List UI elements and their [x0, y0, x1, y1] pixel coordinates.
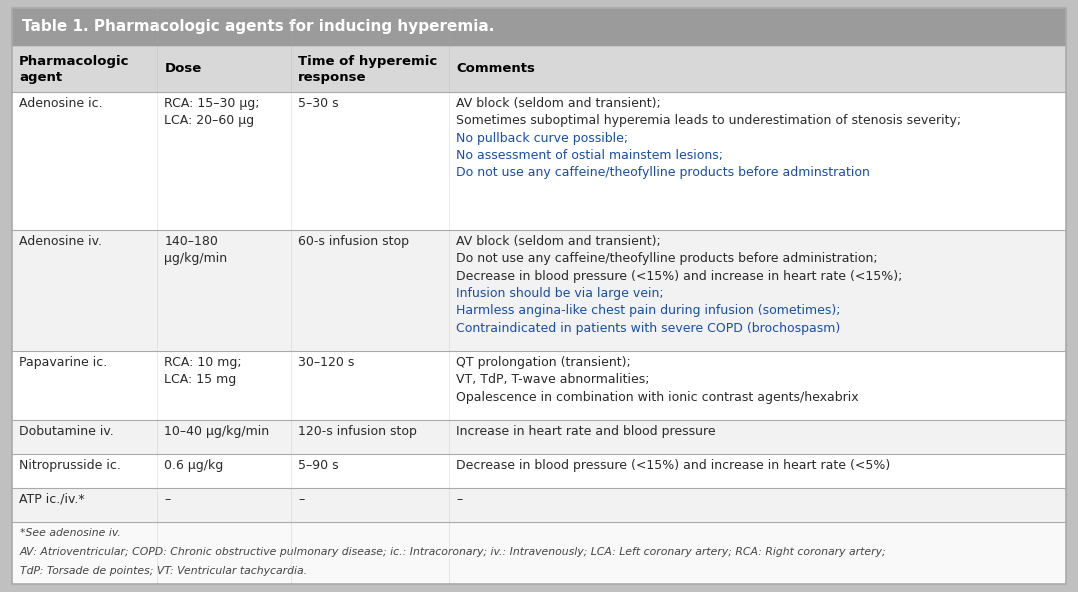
- Text: 5–30 s: 5–30 s: [299, 97, 338, 110]
- Text: Do not use any caffeine/theofylline products before adminstration: Do not use any caffeine/theofylline prod…: [456, 166, 870, 179]
- Text: RCA: 15–30 μg;
LCA: 20–60 μg: RCA: 15–30 μg; LCA: 20–60 μg: [165, 97, 260, 127]
- Text: 0.6 μg/kg: 0.6 μg/kg: [165, 459, 224, 472]
- Text: Contraindicated in patients with severe COPD (brochospasm): Contraindicated in patients with severe …: [456, 322, 841, 334]
- Bar: [12, 92, 1066, 230]
- Text: Table 1. Pharmacologic agents for inducing hyperemia.: Table 1. Pharmacologic agents for induci…: [22, 20, 495, 34]
- Text: Sometimes suboptimal hyperemia leads to underestimation of stenosis severity;: Sometimes suboptimal hyperemia leads to …: [456, 114, 962, 127]
- Text: Nitroprusside ic.: Nitroprusside ic.: [19, 459, 121, 472]
- Bar: [12, 420, 1066, 453]
- Text: RCA: 10 mg;
LCA: 15 mg: RCA: 10 mg; LCA: 15 mg: [165, 356, 243, 386]
- Bar: [12, 230, 1066, 351]
- Text: Time of hyperemic
response: Time of hyperemic response: [299, 54, 438, 83]
- Text: 5–90 s: 5–90 s: [299, 459, 338, 472]
- Bar: [12, 453, 1066, 488]
- Text: Opalescence in combination with ionic contrast agents/hexabrix: Opalescence in combination with ionic co…: [456, 391, 859, 404]
- Bar: [12, 351, 1066, 420]
- Text: ATP ic./iv.*: ATP ic./iv.*: [19, 493, 85, 506]
- Text: –: –: [456, 493, 462, 506]
- Text: Infusion should be via large vein;: Infusion should be via large vein;: [456, 287, 664, 300]
- Text: Decrease in blood pressure (<15%) and increase in heart rate (<15%);: Decrease in blood pressure (<15%) and in…: [456, 270, 902, 283]
- Text: 30–120 s: 30–120 s: [299, 356, 355, 369]
- Text: No pullback curve possible;: No pullback curve possible;: [456, 131, 628, 144]
- Text: No assessment of ostial mainstem lesions;: No assessment of ostial mainstem lesions…: [456, 149, 723, 162]
- Text: Dobutamine iv.: Dobutamine iv.: [19, 424, 114, 437]
- Text: TdP: Torsade de pointes; VT: Ventricular tachycardia.: TdP: Torsade de pointes; VT: Ventricular…: [20, 566, 307, 576]
- Text: 60-s infusion stop: 60-s infusion stop: [299, 235, 410, 248]
- Text: Dose: Dose: [165, 63, 202, 76]
- Bar: [12, 46, 1066, 92]
- Text: AV block (seldom and transient);: AV block (seldom and transient);: [456, 97, 661, 110]
- Text: Do not use any caffeine/theofylline products before administration;: Do not use any caffeine/theofylline prod…: [456, 252, 879, 265]
- Text: AV block (seldom and transient);: AV block (seldom and transient);: [456, 235, 661, 248]
- Text: 120-s infusion stop: 120-s infusion stop: [299, 424, 417, 437]
- Text: –: –: [299, 493, 305, 506]
- Text: Adenosine ic.: Adenosine ic.: [19, 97, 102, 110]
- Text: Comments: Comments: [456, 63, 536, 76]
- Text: 140–180
μg/kg/min: 140–180 μg/kg/min: [165, 235, 227, 265]
- Bar: [12, 522, 1066, 584]
- Text: Papavarine ic.: Papavarine ic.: [19, 356, 107, 369]
- Text: Increase in heart rate and blood pressure: Increase in heart rate and blood pressur…: [456, 424, 716, 437]
- Text: Decrease in blood pressure (<15%) and increase in heart rate (<5%): Decrease in blood pressure (<15%) and in…: [456, 459, 890, 472]
- Text: –: –: [165, 493, 170, 506]
- Text: Pharmacologic
agent: Pharmacologic agent: [19, 54, 129, 83]
- Text: 10–40 μg/kg/min: 10–40 μg/kg/min: [165, 424, 270, 437]
- Bar: [12, 488, 1066, 522]
- Text: AV: Atrioventricular; COPD: Chronic obstructive pulmonary disease; ic.: Intracor: AV: Atrioventricular; COPD: Chronic obst…: [20, 547, 886, 557]
- Text: Adenosine iv.: Adenosine iv.: [19, 235, 102, 248]
- Text: Harmless angina-like chest pain during infusion (sometimes);: Harmless angina-like chest pain during i…: [456, 304, 841, 317]
- Text: QT prolongation (transient);: QT prolongation (transient);: [456, 356, 631, 369]
- Text: *See adenosine iv.: *See adenosine iv.: [20, 528, 121, 538]
- Bar: [12, 8, 1066, 46]
- Text: VT, TdP, T-wave abnormalities;: VT, TdP, T-wave abnormalities;: [456, 373, 650, 386]
